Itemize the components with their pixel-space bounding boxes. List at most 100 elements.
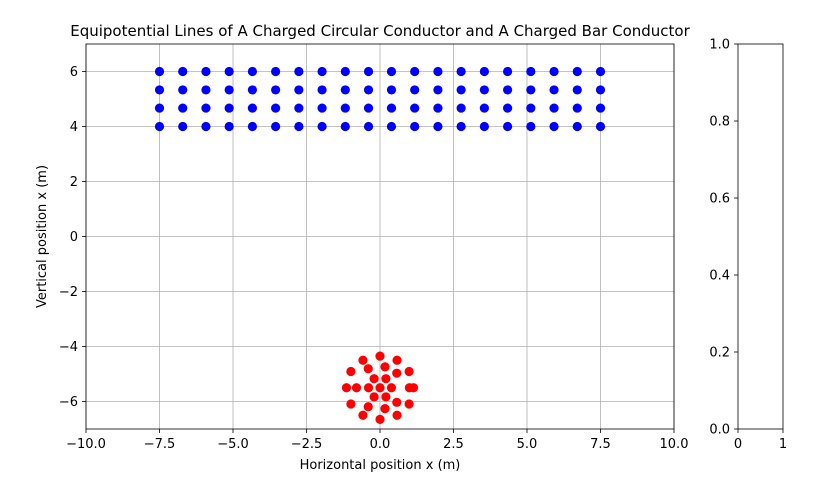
bar-conductor-point <box>572 66 582 77</box>
circular-conductor-point <box>346 399 356 409</box>
scatter-points <box>154 66 606 424</box>
bar-conductor-point <box>294 103 304 113</box>
bar-conductor-point <box>572 121 582 132</box>
y-tick-label: 6 <box>70 65 78 80</box>
x-tick-label: 7.5 <box>590 437 611 452</box>
x-tick-label: −10.0 <box>66 437 106 452</box>
bar-conductor-point <box>294 85 304 95</box>
circular-conductor-point <box>358 355 368 365</box>
x-tick-label: 10.0 <box>660 437 689 452</box>
circular-conductor-point <box>381 392 391 402</box>
bar-conductor-point <box>386 121 397 132</box>
bar-conductor-point <box>572 85 582 95</box>
bar-conductor-point <box>479 85 489 95</box>
y-tick-label: 4 <box>70 120 78 135</box>
side-x-tick-label: 1 <box>779 437 787 452</box>
bar-conductor-point <box>294 121 304 132</box>
bar-conductor-point <box>433 103 443 113</box>
bar-conductor-point <box>549 121 559 132</box>
circular-conductor-point <box>363 383 374 393</box>
bar-conductor-point <box>340 85 350 95</box>
bar-conductor-point <box>363 121 374 132</box>
bar-conductor-point <box>271 85 281 95</box>
main-axis-ticks: −10.0 −7.5 −5.0 −2.5 0.0 2.5 5.0 7.5 10.0 −6 −4 −2 0… <box>59 65 689 452</box>
bar-conductor-point <box>595 85 606 95</box>
bar-conductor-point <box>526 66 536 77</box>
bar-conductor-point <box>201 85 211 95</box>
circular-conductor-point <box>380 362 390 372</box>
bar-conductor-point <box>224 66 234 77</box>
bar-conductor-point <box>479 66 489 77</box>
bar-conductor-point <box>178 121 188 132</box>
x-tick-label: −2.5 <box>291 437 323 452</box>
side-y-tick-label: 0.2 <box>709 346 730 361</box>
bar-conductor-point <box>503 66 513 77</box>
bar-conductor-point <box>456 121 466 132</box>
y-axis-label: Vertical position x (m) <box>35 165 50 308</box>
bar-conductor-point <box>479 103 489 113</box>
bar-conductor-point <box>247 103 257 113</box>
bar-conductor-point <box>526 85 536 95</box>
bar-conductor-point <box>526 121 536 132</box>
bar-conductor-point <box>340 103 350 113</box>
bar-conductor-point <box>456 66 466 77</box>
circular-conductor-point <box>380 404 390 414</box>
bar-conductor-point <box>154 121 165 132</box>
bar-conductor-point <box>201 103 211 113</box>
side-y-tick-label: 0.0 <box>709 423 730 438</box>
bar-conductor-point <box>503 103 513 113</box>
y-tick-label: −2 <box>59 285 78 300</box>
bar-conductor-point <box>178 66 188 77</box>
bar-conductor-point <box>410 85 420 95</box>
side-y-tick-label: 0.8 <box>709 115 730 130</box>
bar-conductor-point <box>410 66 420 77</box>
bar-conductor-point <box>247 121 257 132</box>
bar-conductor-point <box>154 66 165 77</box>
bar-conductor-point <box>410 103 420 113</box>
bar-conductor-point <box>433 66 443 77</box>
bar-conductor-point <box>247 85 257 95</box>
grid <box>85 44 675 429</box>
y-tick-label: 0 <box>70 230 78 245</box>
circular-conductor-point <box>351 383 362 393</box>
x-tick-label: −5.0 <box>217 437 249 452</box>
x-tick-label: 0.0 <box>370 437 391 452</box>
x-axis-label: Horizontal position x (m) <box>300 458 461 473</box>
side-axes: 0.0 0.2 0.4 0.6 0.8 1.0 0 1 <box>709 38 787 453</box>
circular-conductor-point <box>375 351 385 361</box>
y-tick-label: −4 <box>59 340 78 355</box>
bar-conductor-point <box>201 66 211 77</box>
side-x-tick-label: 0 <box>734 437 742 452</box>
bar-conductor-point <box>154 85 165 95</box>
circular-conductor-point <box>375 414 385 424</box>
circular-conductor-point <box>404 399 414 409</box>
circular-conductor-point <box>341 383 352 393</box>
bar-conductor-point <box>572 103 582 113</box>
bar-conductor-point <box>433 121 443 132</box>
bar-conductor-point <box>178 103 188 113</box>
x-tick-label: 5.0 <box>517 437 538 452</box>
bar-conductor-point <box>201 121 211 132</box>
bar-conductor-point <box>526 103 536 113</box>
bar-conductor-point <box>317 103 327 113</box>
circular-conductor-point <box>363 402 373 412</box>
bar-conductor-point <box>317 66 327 77</box>
bar-conductor-point <box>595 103 606 113</box>
bar-conductor-point <box>386 103 397 113</box>
bar-conductor-point <box>433 85 443 95</box>
bar-conductor-point <box>549 66 559 77</box>
circular-conductor-point <box>375 383 385 393</box>
main-plot: −10.0 −7.5 −5.0 −2.5 0.0 2.5 5.0 7.5 10.0 −6 −4 −2 0… <box>35 43 689 473</box>
x-tick-label: 2.5 <box>443 437 464 452</box>
bar-conductor-point <box>503 85 513 95</box>
circular-conductor-point <box>392 410 402 420</box>
circular-conductor-point <box>369 374 379 384</box>
bar-conductor-point <box>317 85 327 95</box>
side-axis-ticks: 0.0 0.2 0.4 0.6 0.8 1.0 0 1 <box>709 38 787 453</box>
bar-conductor-point <box>549 103 559 113</box>
bar-conductor-point <box>595 66 606 77</box>
bar-conductor-point <box>271 121 281 132</box>
bar-conductor-point <box>294 66 304 77</box>
chart-title: Equipotential Lines of A Charged Circula… <box>70 22 690 40</box>
